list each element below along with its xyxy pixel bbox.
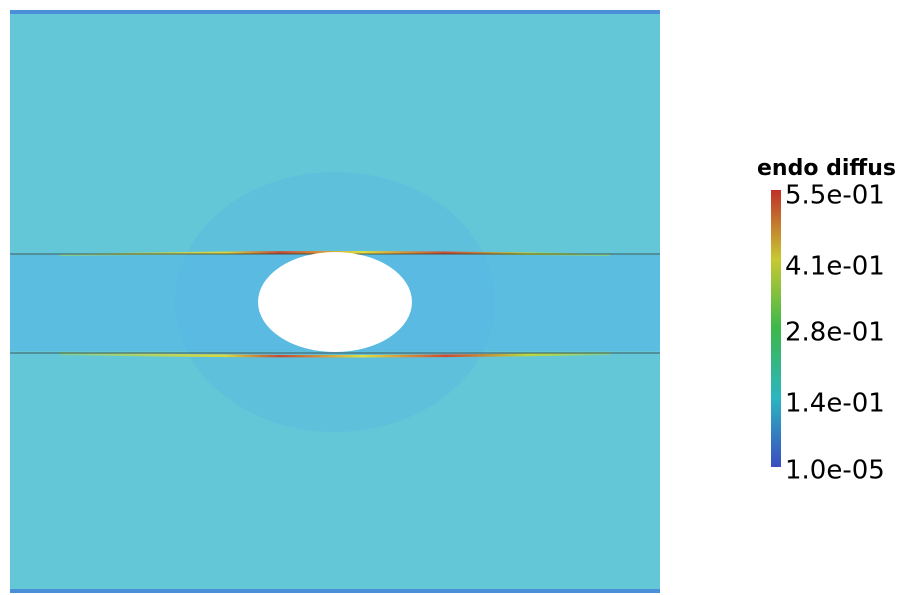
legend-label: 1.0e-05 xyxy=(785,456,885,486)
legend-label: 1.4e-01 xyxy=(785,389,885,419)
legend-label: 2.8e-01 xyxy=(785,318,885,348)
hole xyxy=(258,252,412,352)
legend-title: endo diffus xyxy=(757,156,896,181)
simulation-field xyxy=(10,10,660,593)
color-bar xyxy=(771,190,781,467)
legend-label: 5.5e-01 xyxy=(785,181,885,211)
color-legend: endo diffus 5.5e-01 4.1e-01 2.8e-01 1.4e… xyxy=(757,156,896,486)
legend-label: 4.1e-01 xyxy=(785,252,885,282)
